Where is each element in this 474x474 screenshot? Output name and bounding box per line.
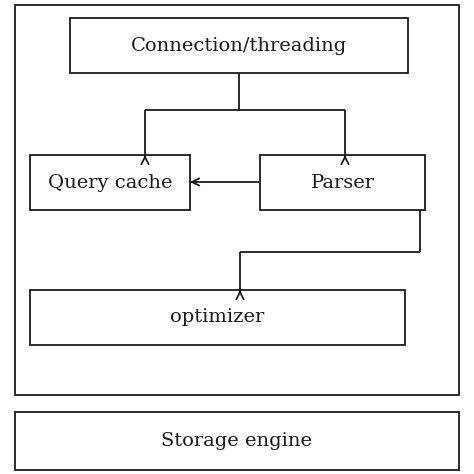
Bar (30, 155, 190, 210)
Text: Query cache: Query cache (48, 173, 172, 191)
Text: optimizer: optimizer (170, 309, 264, 327)
Text: Connection/threading: Connection/threading (131, 36, 347, 55)
Bar (15, 5, 459, 395)
Text: Storage engine: Storage engine (162, 432, 312, 450)
Bar (30, 290, 405, 345)
Text: Parser: Parser (310, 173, 374, 191)
Bar (15, 412, 459, 470)
Bar (260, 155, 425, 210)
Bar (70, 18, 408, 73)
